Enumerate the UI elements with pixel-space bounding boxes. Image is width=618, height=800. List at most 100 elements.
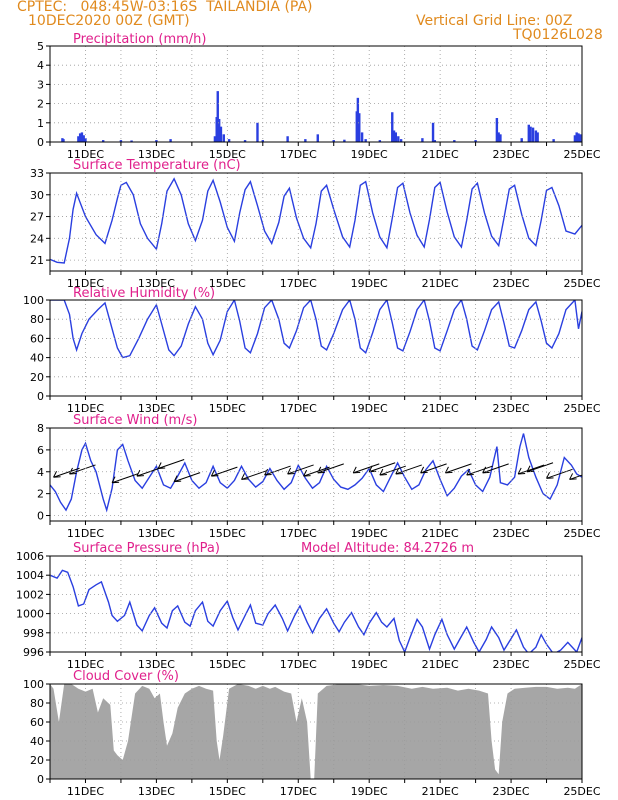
precip-bar-50 <box>534 130 538 142</box>
panel-title-2: Relative Humidity (%) <box>73 286 215 301</box>
y-tick-label: 40 <box>30 735 44 748</box>
precip-bar-15 <box>217 118 221 142</box>
panel-title-5: Cloud Cover (%) <box>73 669 179 684</box>
y-tick-label: 27 <box>30 211 44 224</box>
precip-bar-24 <box>316 134 319 142</box>
x-tick-label: 25DEC <box>563 148 600 161</box>
wind-arrow-9 <box>287 464 314 475</box>
wind-arrow-12 <box>352 463 380 474</box>
wind-arrow-14 <box>379 465 407 476</box>
x-tick-label: 21DEC <box>422 527 459 540</box>
y-tick-label: 4 <box>37 466 44 479</box>
x-tick-label: 11DEC <box>67 277 104 290</box>
y-tick-label: 998 <box>23 627 44 640</box>
x-tick-label: 19DEC <box>351 277 388 290</box>
wind-arrow-18 <box>466 465 493 476</box>
x-tick-label: 11DEC <box>67 527 104 540</box>
precip-bar-37 <box>399 139 403 142</box>
panel-0 <box>46 45 583 146</box>
series-line-2 <box>50 300 582 359</box>
x-tick-label: 17DEC <box>280 785 317 798</box>
wind-arrow-4 <box>157 459 185 469</box>
y-tick-label: 1 <box>37 117 44 130</box>
precip-bar-6 <box>84 138 87 142</box>
x-tick-label: 13DEC <box>138 658 175 671</box>
panel-2 <box>46 299 583 400</box>
precip-bar-41 <box>453 140 456 142</box>
precip-bar-40 <box>433 140 437 142</box>
x-tick-label: 19DEC <box>351 658 388 671</box>
y-tick-label: 80 <box>30 697 44 710</box>
x-tick-label: 13DEC <box>138 402 175 415</box>
x-tick-label: 17DEC <box>280 658 317 671</box>
x-tick-label: 23DEC <box>493 658 530 671</box>
precip-bar-46 <box>520 138 523 142</box>
panel-1 <box>46 172 583 275</box>
wind-arrow-16 <box>420 463 447 474</box>
y-tick-label: 8 <box>37 422 44 435</box>
series-line-4 <box>50 569 582 652</box>
precip-bar-17 <box>222 134 225 142</box>
y-tick-label: 2 <box>37 98 44 111</box>
x-tick-label: 21DEC <box>422 658 459 671</box>
y-tick-label: 60 <box>30 332 44 345</box>
precip-bar-56 <box>579 134 582 142</box>
x-tick-label: 19DEC <box>351 148 388 161</box>
precip-bar-5 <box>82 135 85 142</box>
panel-frame-2 <box>49 299 583 397</box>
precip-bar-4 <box>80 132 84 142</box>
precip-bar-34 <box>392 130 396 142</box>
x-tick-label: 11DEC <box>67 402 104 415</box>
precip-bar-11 <box>169 139 172 142</box>
x-tick-label: 15DEC <box>209 402 246 415</box>
x-tick-label: 15DEC <box>209 658 246 671</box>
precip-bar-30 <box>360 132 364 142</box>
y-tick-label: 80 <box>30 313 44 326</box>
y-tick-label: 4 <box>37 59 44 72</box>
precip-bar-49 <box>531 127 535 142</box>
y-tick-label: 33 <box>30 167 44 180</box>
y-tick-label: 20 <box>30 371 44 384</box>
x-tick-label: 21DEC <box>422 402 459 415</box>
panel-subtitle-4: Model Altitude: 84.2726 m <box>301 541 474 556</box>
x-tick-label: 17DEC <box>280 402 317 415</box>
panel-4 <box>46 555 583 656</box>
wind-arrow-6 <box>210 466 238 477</box>
wind-arrow-20 <box>517 464 545 475</box>
precip-bar-1 <box>62 139 65 142</box>
precip-bar-42 <box>474 140 477 142</box>
precip-bar-9 <box>130 140 133 142</box>
x-tick-label: 15DEC <box>209 785 246 798</box>
panel-title-4: Surface Pressure (hPa) <box>73 541 220 556</box>
y-tick-label: 100 <box>23 294 44 307</box>
x-tick-label: 13DEC <box>138 785 175 798</box>
y-tick-label: 0 <box>37 510 44 523</box>
series-line-3 <box>50 433 582 513</box>
precip-bar-51 <box>536 132 539 142</box>
plot-area-0 <box>61 91 582 142</box>
precip-bar-28 <box>356 97 360 142</box>
precip-bar-14 <box>216 91 219 142</box>
panel-3 <box>46 427 583 525</box>
precip-bar-2 <box>77 136 80 142</box>
precip-bar-23 <box>304 139 307 142</box>
precip-bar-3 <box>78 133 82 142</box>
wind-arrow-1 <box>69 464 96 475</box>
precip-bar-36 <box>397 136 400 142</box>
wind-arrow-17 <box>445 463 472 474</box>
precip-bar-22 <box>286 136 289 142</box>
x-tick-label: 13DEC <box>138 527 175 540</box>
plot-area-2 <box>50 300 582 359</box>
x-tick-label: 23DEC <box>493 277 530 290</box>
precip-bar-53 <box>573 135 577 142</box>
plot-area-3 <box>50 433 582 513</box>
y-tick-label: 3 <box>37 78 44 91</box>
x-tick-label: 19DEC <box>351 402 388 415</box>
panel-5 <box>46 683 583 783</box>
panel-frame-1 <box>49 172 583 272</box>
plot-area-5 <box>50 684 582 779</box>
precip-bar-19 <box>243 140 247 142</box>
header-date: 10DEC2020 00Z (GMT) <box>28 13 190 29</box>
x-tick-label: 13DEC <box>138 148 175 161</box>
x-tick-label: 19DEC <box>351 785 388 798</box>
